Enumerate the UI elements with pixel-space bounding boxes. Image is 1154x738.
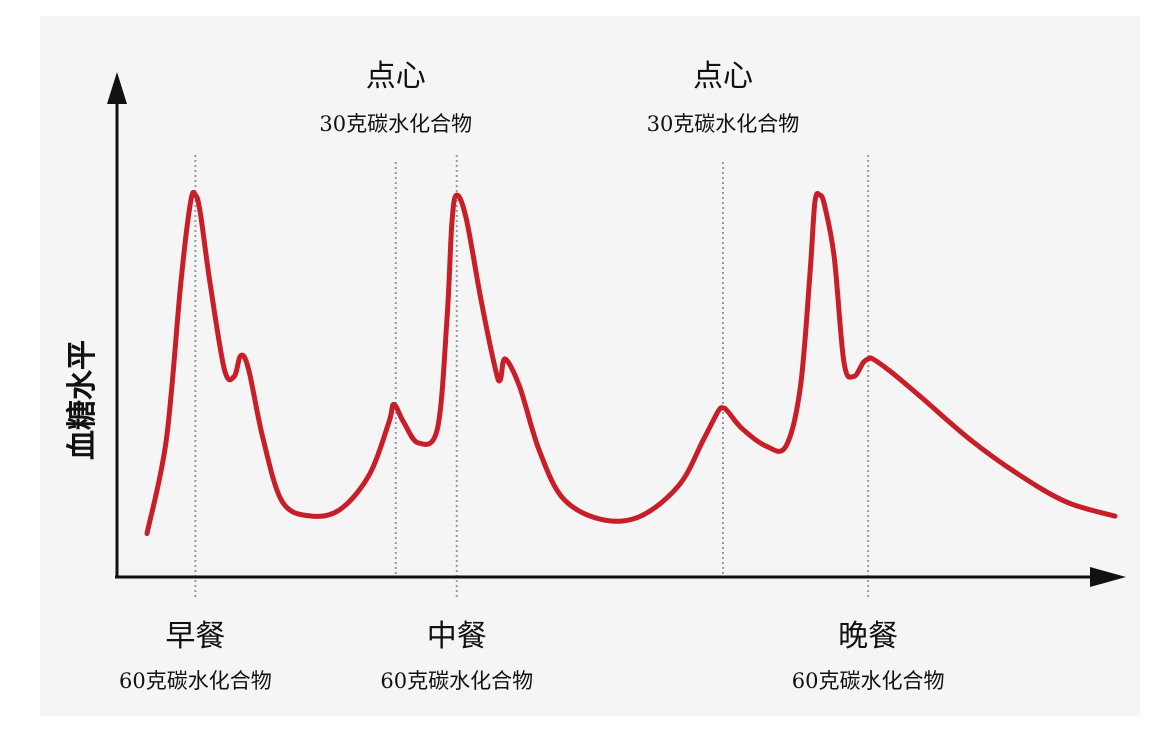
snack-name-4: 点心 xyxy=(693,59,753,94)
axes xyxy=(107,72,1126,587)
meal-detail-5: 60克碳水化合物 xyxy=(792,669,945,693)
snack-detail-2: 30克碳水化合物 xyxy=(319,112,472,136)
meal-name-1: 早餐 xyxy=(165,619,225,654)
meal-detail-3: 60克碳水化合物 xyxy=(380,669,533,693)
event-guides xyxy=(194,155,870,600)
y-axis-arrow xyxy=(107,72,127,104)
meal-name-3: 中餐 xyxy=(427,619,487,654)
meal-detail-1: 60克碳水化合物 xyxy=(119,669,272,693)
snack-name-2: 点心 xyxy=(366,59,426,94)
meal-name-5: 晚餐 xyxy=(838,619,898,654)
glucose-series-line xyxy=(144,189,1118,536)
snack-detail-4: 30克碳水化合物 xyxy=(647,112,800,136)
x-axis-arrow xyxy=(1090,567,1126,587)
y-axis-label: 血糖水平 xyxy=(65,340,100,460)
